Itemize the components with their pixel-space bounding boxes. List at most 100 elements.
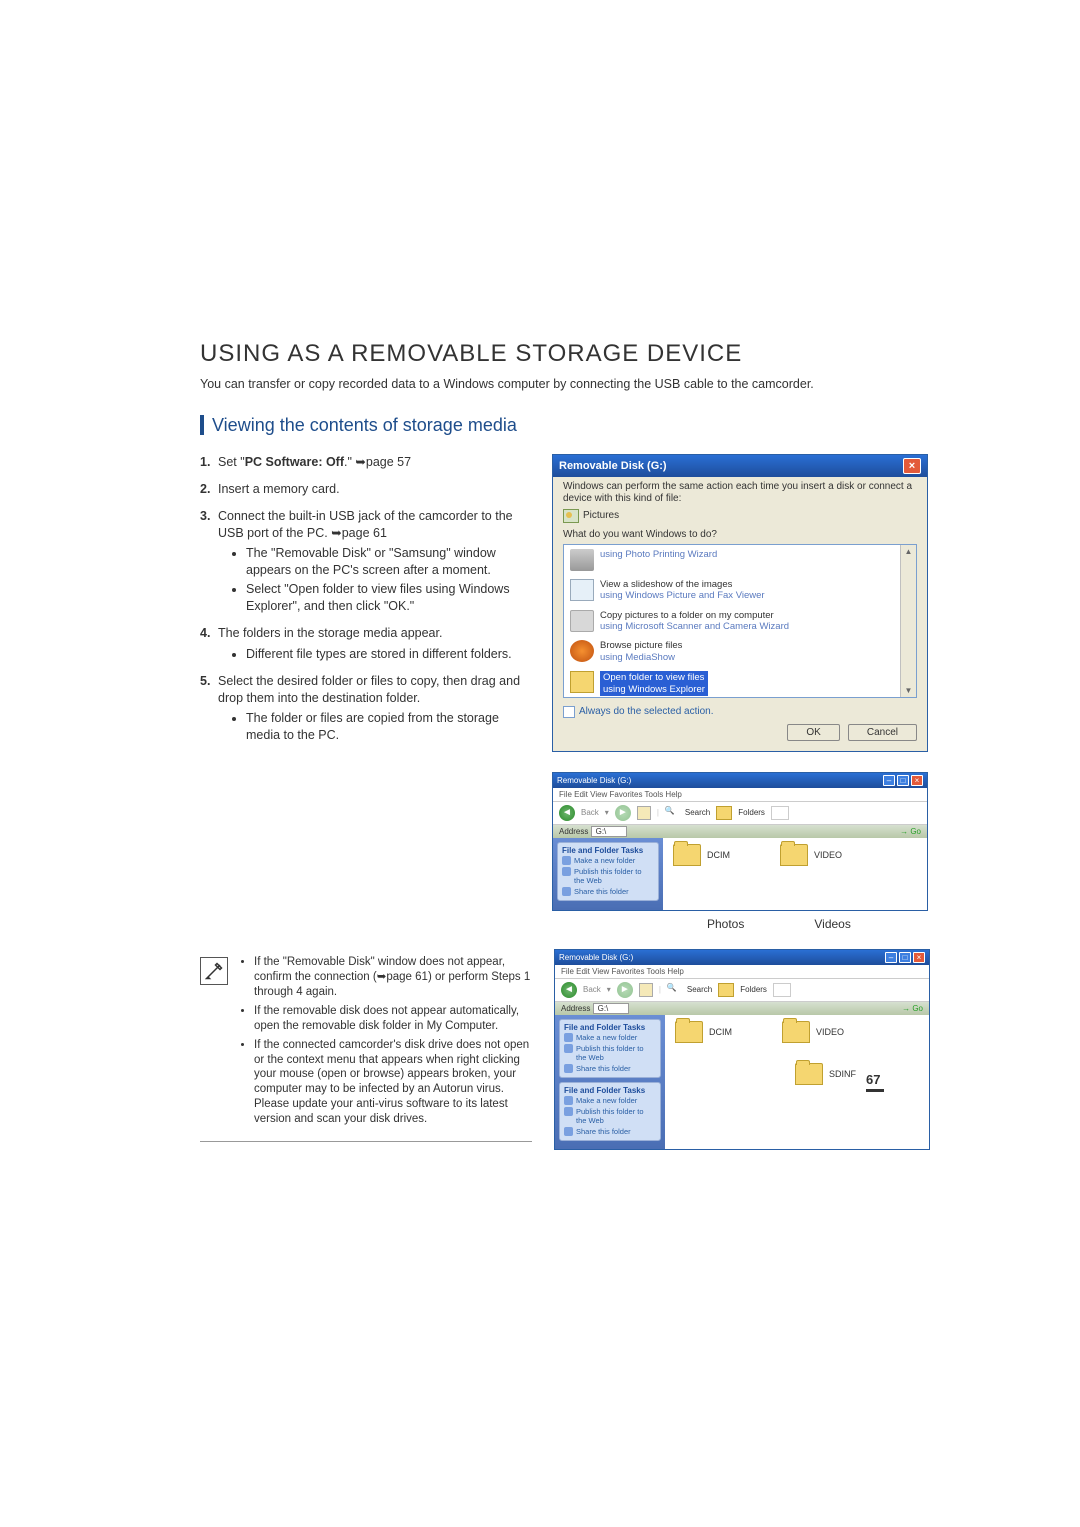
close-icon[interactable]: × (911, 775, 923, 786)
dcim-folder[interactable]: DCIM (675, 1021, 732, 1043)
close-icon[interactable]: × (913, 952, 925, 963)
scrollbar[interactable]: ▲▼ (900, 545, 916, 697)
page-number: 67 (866, 1072, 884, 1092)
pictures-icon (563, 509, 579, 523)
maximize-icon[interactable]: □ (897, 775, 909, 786)
step-5: Select the desired folder or files to co… (200, 673, 532, 745)
arrow-icon: ➥ (355, 455, 365, 469)
step-4-sub1: Different file types are stored in diffe… (246, 646, 532, 663)
autoplay-dialog: Removable Disk (G:) × Windows can perfor… (552, 454, 928, 752)
notes-block: If the "Removable Disk" window does not … (200, 955, 534, 1131)
divider (200, 1141, 532, 1142)
address-bar[interactable]: Address G:\ → Go (553, 825, 927, 838)
ok-button[interactable]: OK (787, 724, 839, 741)
mediashow-icon (570, 640, 594, 662)
tasks-panel: File and Folder Tasks Make a new folder … (553, 838, 663, 910)
step-1: Set "PC Software: Off." ➥page 57 (200, 454, 532, 471)
video-folder[interactable]: VIDEO (780, 844, 842, 866)
toolbar: ◄ Back ▾ ► | 🔍 Search Folders (555, 979, 929, 1002)
dcim-folder[interactable]: DCIM (673, 844, 730, 866)
dialog-question: What do you want Windows to do? (553, 527, 927, 544)
content-type-row: Pictures (553, 507, 927, 527)
step-3: Connect the built-in USB jack of the cam… (200, 508, 532, 615)
up-icon[interactable] (639, 983, 653, 997)
cancel-button[interactable]: Cancel (848, 724, 917, 741)
menu-bar[interactable]: File Edit View Favorites Tools Help (553, 788, 927, 802)
explorer-window-2: Removable Disk (G:) – □ × File Edit View… (554, 949, 930, 1150)
action-list[interactable]: using Photo Printing Wizard View a slide… (563, 544, 917, 698)
folder-icon (675, 1021, 703, 1043)
step-3-sub2: Select "Open folder to view files using … (246, 581, 532, 615)
page-title: USING AS A REMOVABLE STORAGE DEVICE (200, 340, 920, 368)
folder-icon (782, 1021, 810, 1043)
section-subtitle: Viewing the contents of storage media (212, 415, 517, 436)
arrow-icon: ➥ (377, 971, 387, 983)
toolbar: ◄ Back ▾ ► | 🔍 Search Folders (553, 802, 927, 825)
folder-icon (795, 1063, 823, 1085)
dialog-text: Windows can perform the same action each… (553, 477, 927, 507)
scanner-icon (570, 610, 594, 632)
note-3: If the connected camcorder's disk drive … (254, 1038, 534, 1128)
back-icon[interactable]: ◄ (559, 805, 575, 821)
folder-labels: Photos Videos (552, 917, 928, 931)
intro-text: You can transfer or copy recorded data t… (200, 376, 920, 393)
step-4: The folders in the storage media appear.… (200, 625, 532, 663)
folder-view[interactable]: DCIM VIDEO SDINF (665, 1015, 929, 1149)
option-print[interactable]: using Photo Printing Wizard (564, 545, 916, 575)
minimize-icon[interactable]: – (885, 952, 897, 963)
up-icon[interactable] (637, 806, 651, 820)
checkbox-icon[interactable] (563, 706, 575, 718)
task-publish[interactable]: Publish this folder to the Web (564, 1106, 656, 1126)
maximize-icon[interactable]: □ (899, 952, 911, 963)
back-icon[interactable]: ◄ (561, 982, 577, 998)
step-5-sub1: The folder or files are copied from the … (246, 710, 532, 744)
task-publish[interactable]: Publish this folder to the Web (564, 1043, 656, 1063)
task-share[interactable]: Share this folder (564, 1063, 656, 1074)
option-copy[interactable]: Copy pictures to a folder on my computer… (564, 606, 916, 637)
dialog-titlebar: Removable Disk (G:) × (553, 455, 927, 477)
search-icon[interactable]: 🔍 (665, 806, 679, 820)
step-3-sub1: The "Removable Disk" or "Samsung" window… (246, 545, 532, 579)
task-share[interactable]: Share this folder (562, 886, 654, 897)
video-folder[interactable]: VIDEO (782, 1021, 844, 1043)
folder-view[interactable]: DCIM VIDEO (663, 838, 927, 910)
views-icon[interactable] (771, 806, 789, 820)
scroll-up-icon[interactable]: ▲ (905, 547, 913, 556)
task-new-folder[interactable]: Make a new folder (564, 1095, 656, 1106)
task-share[interactable]: Share this folder (564, 1126, 656, 1137)
note-2: If the removable disk does not appear au… (254, 1004, 534, 1034)
slideshow-icon (570, 579, 594, 601)
forward-icon[interactable]: ► (617, 982, 633, 998)
dialog-title: Removable Disk (G:) (559, 460, 667, 472)
arrow-icon: ➥ (331, 526, 341, 540)
task-new-folder[interactable]: Make a new folder (564, 1032, 656, 1043)
option-open-folder[interactable]: Open folder to view filesusing Windows E… (564, 667, 916, 700)
scroll-down-icon[interactable]: ▼ (905, 686, 913, 695)
address-bar[interactable]: Address G:\ → Go (555, 1002, 929, 1015)
forward-icon[interactable]: ► (615, 805, 631, 821)
option-mediashow[interactable]: Browse picture filesusing MediaShow (564, 636, 916, 667)
explorer-titlebar: Removable Disk (G:) – □ × (553, 773, 927, 788)
note-icon (200, 957, 228, 985)
menu-bar[interactable]: File Edit View Favorites Tools Help (555, 965, 929, 979)
sdinf-folder[interactable]: SDINF (795, 1063, 856, 1085)
folders-icon[interactable] (716, 806, 732, 820)
search-icon[interactable]: 🔍 (667, 983, 681, 997)
go-button[interactable]: → Go (902, 1004, 923, 1013)
always-checkbox-row[interactable]: Always do the selected action. (553, 704, 927, 724)
folder-icon (673, 844, 701, 866)
printer-icon (570, 549, 594, 571)
section-heading: Viewing the contents of storage media (200, 415, 920, 436)
close-icon[interactable]: × (903, 458, 921, 474)
tasks-panel: File and Folder Tasks Make a new folder … (555, 1015, 665, 1149)
option-slideshow[interactable]: View a slideshow of the imagesusing Wind… (564, 575, 916, 606)
minimize-icon[interactable]: – (883, 775, 895, 786)
task-publish[interactable]: Publish this folder to the Web (562, 866, 654, 886)
heading-bar-icon (200, 415, 204, 435)
explorer-window-1: Removable Disk (G:) – □ × File Edit View… (552, 772, 928, 911)
task-new-folder[interactable]: Make a new folder (562, 855, 654, 866)
go-button[interactable]: → Go (900, 827, 921, 836)
folder-icon (780, 844, 808, 866)
folders-icon[interactable] (718, 983, 734, 997)
views-icon[interactable] (773, 983, 791, 997)
